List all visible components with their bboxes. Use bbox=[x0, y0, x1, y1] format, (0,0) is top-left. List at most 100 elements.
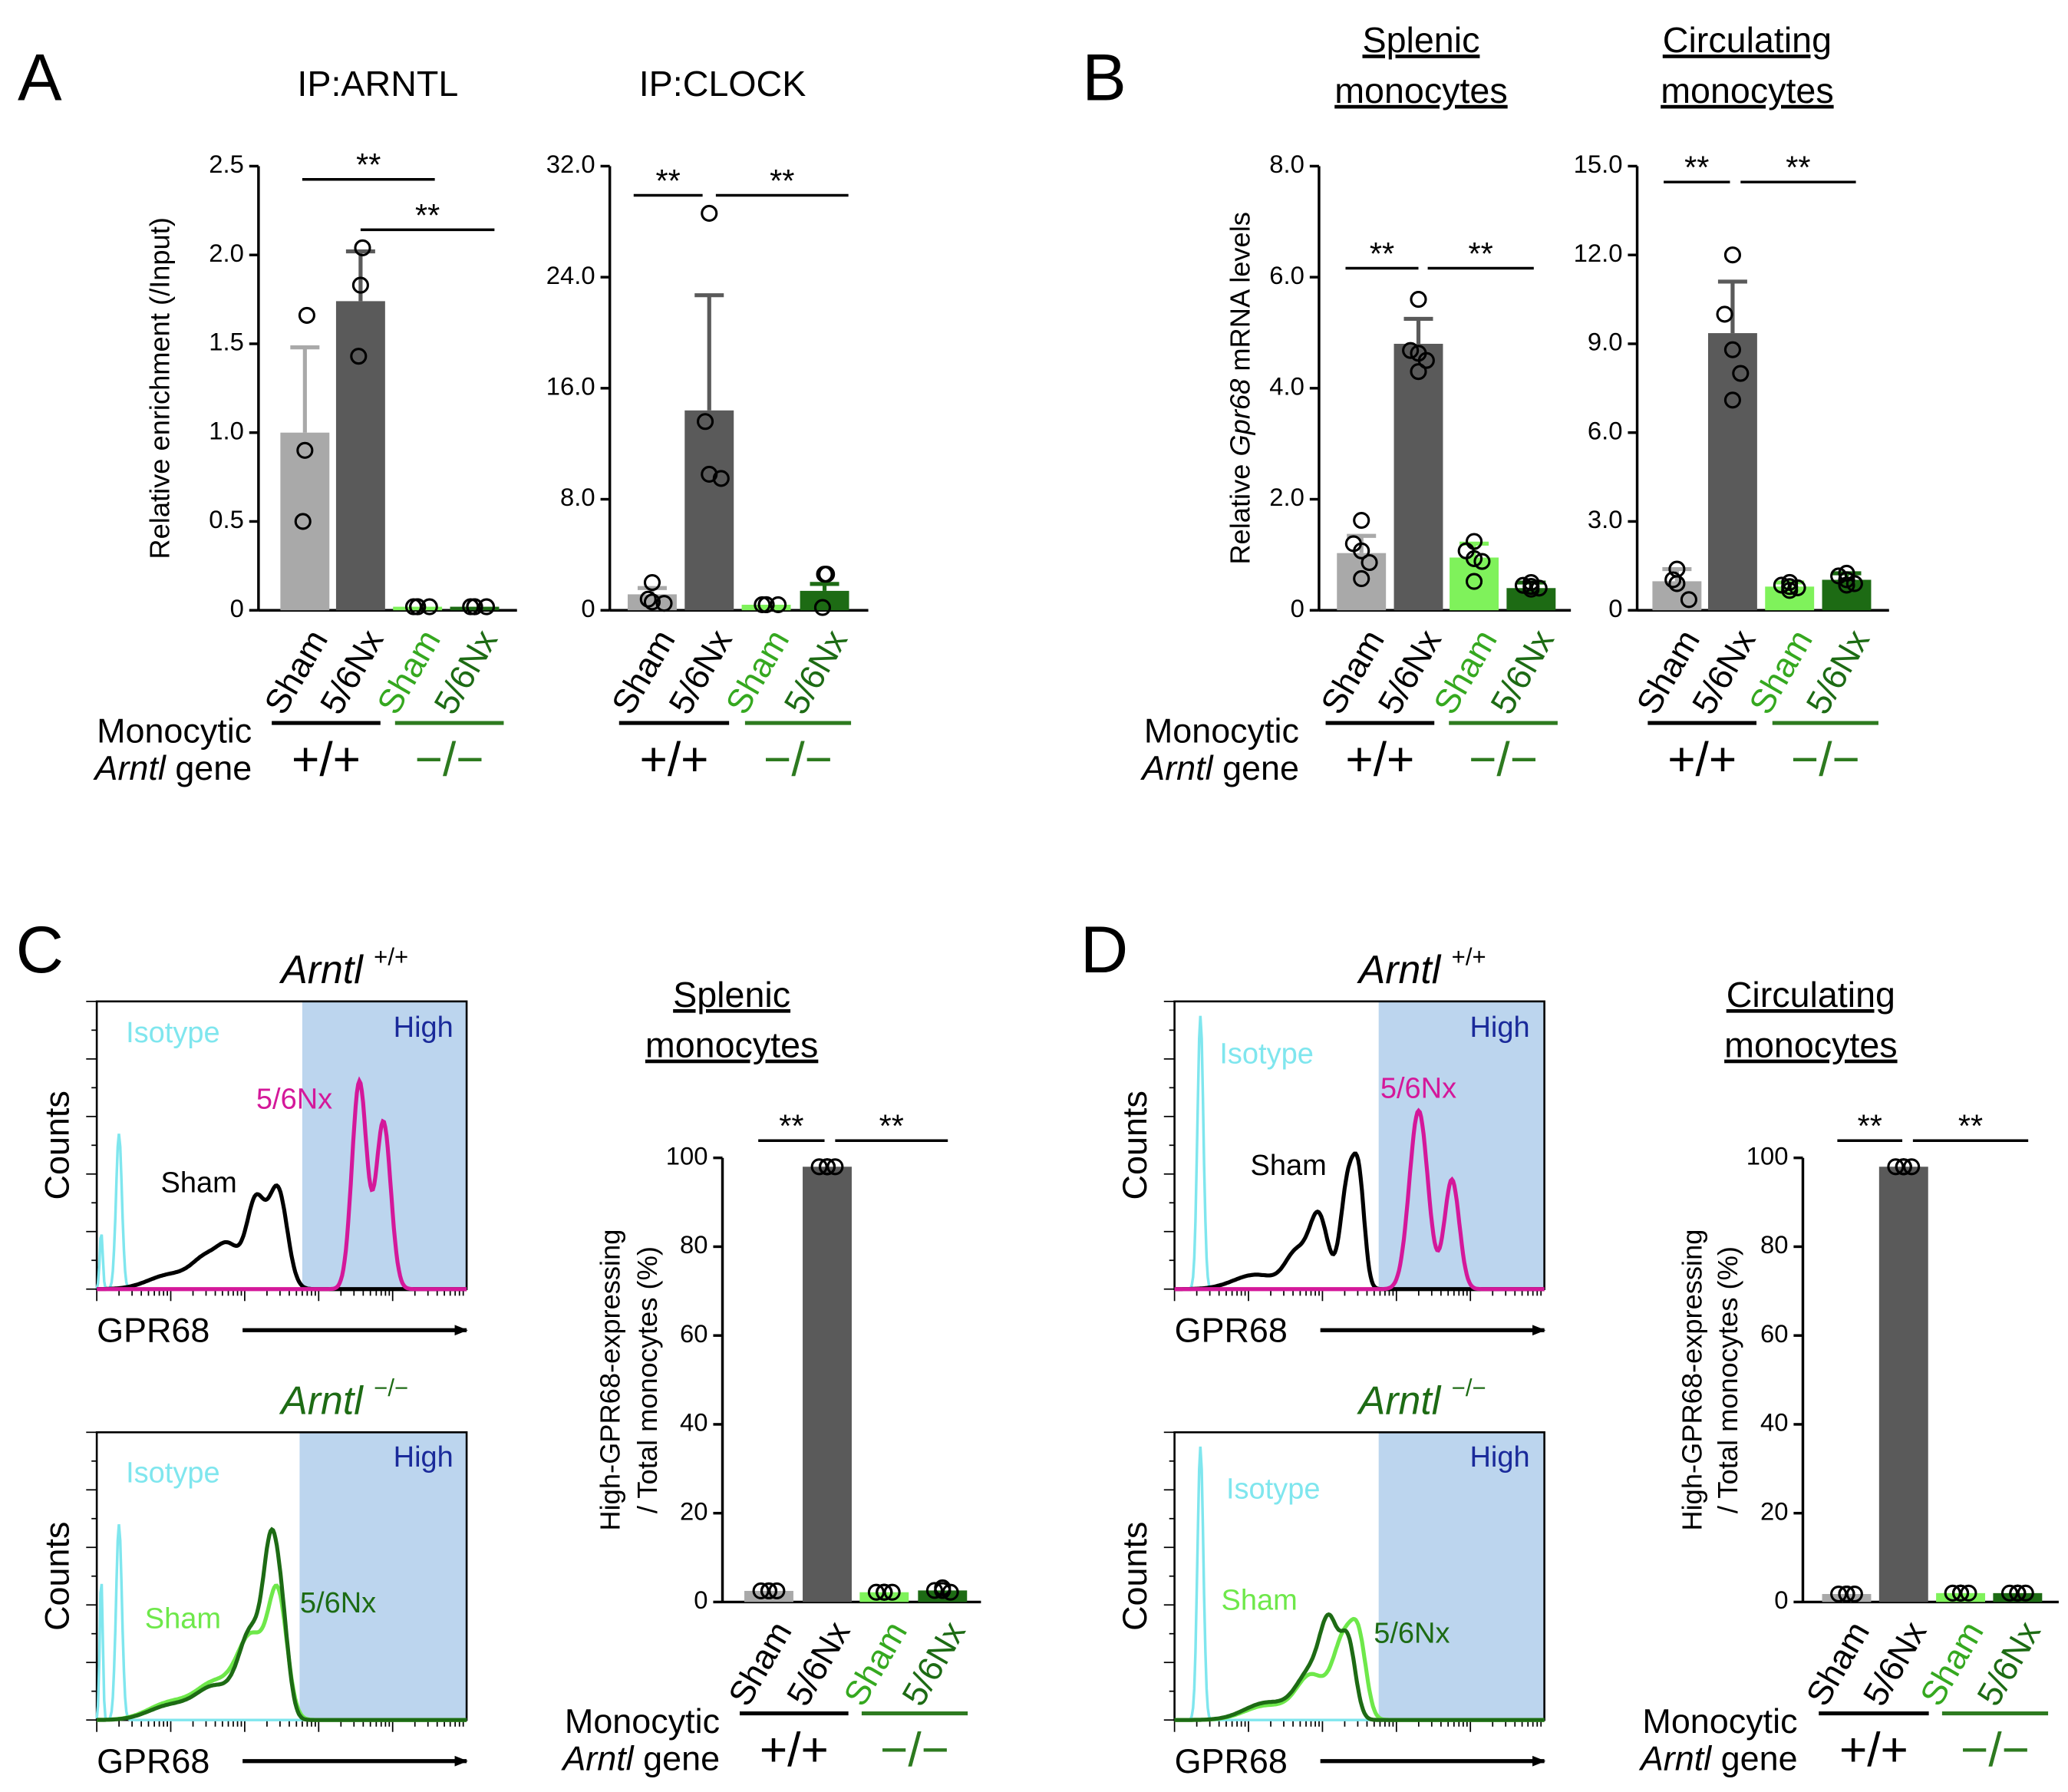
y-tick-label: 0.5 bbox=[209, 505, 244, 533]
data-point bbox=[1838, 1585, 1855, 1603]
group-title: Monocytic bbox=[1144, 711, 1299, 751]
y-tick-label: 0 bbox=[230, 594, 244, 622]
data-point bbox=[643, 593, 661, 611]
group-title: Arntl gene bbox=[93, 748, 252, 787]
bar bbox=[1506, 588, 1556, 611]
group-label: −/− bbox=[880, 1724, 949, 1777]
data-point bbox=[1402, 342, 1420, 359]
data-point bbox=[810, 1158, 828, 1176]
chart-title: monocytes bbox=[1724, 1025, 1897, 1065]
y-tick-label: 0 bbox=[694, 1586, 707, 1614]
significance-label: ** bbox=[1786, 150, 1810, 186]
significance-label: ** bbox=[1684, 150, 1709, 186]
data-point bbox=[1514, 576, 1532, 594]
data-point bbox=[1353, 569, 1370, 588]
data-point bbox=[354, 239, 371, 257]
gate-region bbox=[1378, 1432, 1545, 1721]
chart-title: monocytes bbox=[1334, 71, 1507, 111]
data-point bbox=[1410, 363, 1427, 381]
y-axis-label: Counts bbox=[38, 1522, 77, 1631]
significance-label: ** bbox=[356, 147, 381, 183]
y-tick-label: 1.5 bbox=[209, 328, 244, 356]
y-tick-label: 6.0 bbox=[1588, 416, 1623, 444]
y-tick-label: 0 bbox=[1774, 1586, 1788, 1614]
y-tick-label: 80 bbox=[680, 1230, 707, 1259]
y-tick-label: 0 bbox=[1291, 594, 1304, 622]
y-tick-label: 100 bbox=[666, 1141, 708, 1170]
y-axis-label: Counts bbox=[38, 1091, 77, 1200]
y-axis-label: High-GPR68-expressing bbox=[595, 1229, 626, 1531]
significance-label: ** bbox=[415, 197, 440, 233]
x-axis-label: GPR68 bbox=[1175, 1311, 1288, 1350]
y-axis-label: / Total monocytes (%) bbox=[1712, 1246, 1743, 1513]
group-label: +/+ bbox=[1839, 1724, 1908, 1777]
group-label: −/− bbox=[1791, 733, 1860, 786]
panel-title-name: Arntl bbox=[1357, 1378, 1442, 1422]
panel-label: C bbox=[16, 913, 64, 987]
bar bbox=[1993, 1592, 2043, 1602]
chart-title: monocytes bbox=[1661, 71, 1833, 111]
y-tick-label: 0 bbox=[581, 594, 595, 622]
y-tick-label: 9.0 bbox=[1588, 328, 1623, 356]
data-point bbox=[639, 590, 657, 608]
y-tick-label: 60 bbox=[680, 1319, 707, 1348]
y-tick-label: 12.0 bbox=[1574, 239, 1623, 267]
data-point bbox=[883, 1583, 901, 1601]
panel-title: Arntl +/+ bbox=[279, 944, 408, 992]
data-point bbox=[655, 595, 673, 612]
data-point bbox=[818, 1158, 836, 1176]
data-point bbox=[1410, 291, 1427, 309]
data-point bbox=[1903, 1158, 1921, 1176]
y-tick-label: 15.0 bbox=[1574, 150, 1623, 178]
data-point bbox=[1845, 1585, 1863, 1603]
significance-label: ** bbox=[1469, 236, 1493, 272]
curve-label: Sham bbox=[145, 1603, 221, 1635]
bar bbox=[450, 606, 500, 611]
y-tick-label: 4.0 bbox=[1269, 372, 1304, 401]
data-point bbox=[296, 441, 314, 459]
data-point bbox=[1960, 1584, 1977, 1602]
bar bbox=[803, 1167, 852, 1602]
data-point bbox=[1664, 571, 1682, 589]
y-axis-label: Counts bbox=[1115, 1091, 1154, 1200]
data-point bbox=[351, 276, 369, 294]
data-point bbox=[1845, 575, 1863, 592]
y-tick-label: 8.0 bbox=[560, 483, 595, 511]
chart-title: IP:ARNTL bbox=[297, 64, 458, 104]
data-point bbox=[1895, 1158, 1912, 1176]
data-point bbox=[1353, 542, 1370, 559]
data-point bbox=[1944, 1584, 1961, 1602]
x-axis-label: GPR68 bbox=[1175, 1741, 1288, 1780]
y-tick-label: 2.5 bbox=[209, 150, 244, 178]
data-point bbox=[1781, 582, 1799, 599]
chart-title: monocytes bbox=[645, 1025, 818, 1065]
data-point bbox=[867, 1583, 885, 1601]
significance-label: ** bbox=[1958, 1108, 1983, 1144]
group-label: −/− bbox=[1961, 1724, 2030, 1777]
x-axis-label: GPR68 bbox=[97, 1741, 209, 1780]
significance-label: ** bbox=[656, 163, 681, 199]
group-title: Monocytic bbox=[1642, 1701, 1797, 1741]
y-tick-label: 0 bbox=[1608, 594, 1622, 622]
data-point bbox=[1723, 341, 1741, 358]
gate-label: High bbox=[394, 1012, 454, 1044]
curve-label: Isotype bbox=[1219, 1038, 1314, 1071]
bar bbox=[684, 410, 734, 611]
data-point bbox=[697, 413, 714, 431]
gate-label: High bbox=[394, 1441, 454, 1474]
group-title: Arntl gene bbox=[560, 1739, 720, 1778]
significance-label: ** bbox=[1370, 236, 1394, 272]
y-axis-label: Relative Gpr68 mRNA levels bbox=[1224, 212, 1255, 565]
curve-label: 5/6Nx bbox=[256, 1083, 332, 1115]
bar bbox=[1878, 1167, 1928, 1602]
panel-label: D bbox=[1080, 913, 1128, 987]
data-point bbox=[298, 306, 315, 324]
curve-label: Sham bbox=[160, 1167, 236, 1199]
panel-title-sup: −/− bbox=[1452, 1375, 1486, 1401]
panel-label: A bbox=[18, 41, 62, 114]
data-point bbox=[752, 1582, 770, 1600]
data-point bbox=[826, 1158, 844, 1176]
histogram-curve bbox=[1174, 1107, 1545, 1292]
group-title: Monocytic bbox=[97, 711, 252, 751]
